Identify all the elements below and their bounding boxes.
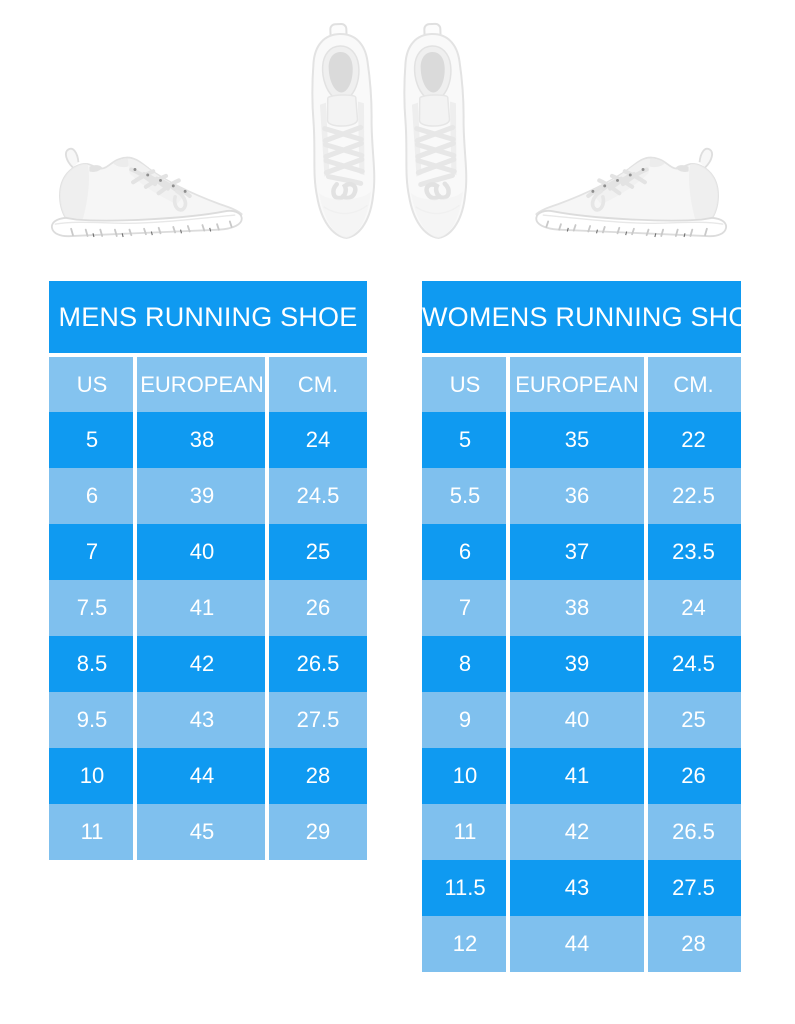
table-cell: 40	[564, 707, 590, 732]
mens-size-table: MENS RUNNING SHOE US EUROPEAN CM. 5 38 24 6…	[49, 281, 367, 860]
table-cell: 44	[564, 931, 590, 956]
running-shoe-side-view-image	[40, 133, 250, 247]
table-cell: 5	[458, 427, 472, 452]
table-row: 5.5 36 22.5	[422, 468, 741, 524]
table-cell: 11	[80, 819, 104, 844]
table-cell: 36	[564, 483, 590, 508]
table-cell: 11.5	[444, 875, 486, 900]
table-row: 7 38 24	[422, 580, 741, 636]
column-header-cm: CM.	[673, 371, 714, 397]
table-row: 8 39 24.5	[422, 636, 741, 692]
table-row: 5 38 24	[49, 412, 367, 468]
table-cell: 45	[189, 819, 215, 844]
product-photos	[0, 0, 795, 270]
table-row: 12 44 28	[422, 916, 741, 972]
table-cell: 25	[681, 707, 706, 732]
title-divider	[49, 353, 367, 357]
table-cell: 35	[564, 427, 590, 452]
table-cell: 7	[85, 539, 99, 564]
table-title: WOMENS RUNNING SHOE	[422, 281, 768, 353]
table-row: 8.5 42 26.5	[49, 636, 367, 692]
table-cell: 43	[189, 707, 215, 732]
table-cell: 10	[79, 763, 105, 788]
running-shoe-side-view-mirrored-image	[528, 133, 738, 247]
table-row: 7.5 41 26	[49, 580, 367, 636]
table-cell: 11	[453, 819, 477, 844]
table-cell: 22.5	[672, 483, 715, 508]
column-separator-line	[265, 357, 269, 860]
table-cell: 42	[189, 651, 215, 676]
table-cell: 26	[305, 595, 331, 620]
column-header-us: US	[449, 371, 481, 397]
table-cell: 24	[305, 427, 331, 452]
table-title: MENS RUNNING SHOE	[49, 281, 367, 353]
table-row: 5 35 22	[422, 412, 741, 468]
table-cell: 24.5	[672, 651, 715, 676]
table-cell: 6	[85, 483, 99, 508]
column-separator-line	[506, 357, 510, 972]
table-header-row: US EUROPEAN CM.	[49, 357, 367, 412]
table-cell: 24.5	[296, 483, 340, 508]
table-cell: 28	[305, 763, 331, 788]
table-cell: 24	[681, 595, 706, 620]
table-cell: 22	[681, 427, 706, 452]
table-cell: 8	[458, 651, 472, 676]
table-cell: 39	[564, 651, 590, 676]
table-cell: 29	[305, 819, 331, 844]
table-cell: 42	[564, 819, 590, 844]
table-cell: 6	[458, 539, 472, 564]
table-cell: 12	[452, 931, 478, 956]
table-cell: 27.5	[296, 707, 340, 732]
table-cell: 41	[189, 595, 215, 620]
table-row: 11 42 26.5	[422, 804, 741, 860]
table-row: 9.5 43 27.5	[49, 692, 367, 748]
table-cell: 8.5	[76, 651, 108, 676]
table-cell: 5	[85, 427, 99, 452]
table-row: 11.5 43 27.5	[422, 860, 741, 916]
table-row: 6 39 24.5	[49, 468, 367, 524]
table-cell: 43	[564, 875, 590, 900]
running-shoes-pair-top-view-image	[299, 20, 479, 246]
table-row: 10 44 28	[49, 748, 367, 804]
table-cell: 39	[189, 483, 215, 508]
table-cell: 25	[305, 539, 331, 564]
table-cell: 41	[564, 763, 590, 788]
table-header-row: US EUROPEAN CM.	[422, 357, 741, 412]
table-cell: 37	[564, 539, 590, 564]
table-cell: 26.5	[672, 819, 715, 844]
column-separator-line	[133, 357, 137, 860]
table-cell: 7.5	[76, 595, 108, 620]
table-cell: 7	[458, 595, 472, 620]
table-row: 9 40 25	[422, 692, 741, 748]
table-cell: 26	[681, 763, 706, 788]
table-cell: 27.5	[672, 875, 715, 900]
table-row: 6 37 23.5	[422, 524, 741, 580]
table-cell: 10	[452, 763, 478, 788]
table-cell: 38	[564, 595, 590, 620]
womens-size-table: WOMENS RUNNING SHOE US EUROPEAN CM. 5 35 2…	[422, 281, 768, 972]
table-cell: 5.5	[449, 483, 481, 508]
table-cell: 40	[189, 539, 215, 564]
column-header-european: EUROPEAN	[515, 371, 639, 397]
table-row: 7 40 25	[49, 524, 367, 580]
table-cell: 44	[189, 763, 215, 788]
column-header-european: EUROPEAN	[140, 371, 264, 397]
table-cell: 28	[681, 931, 706, 956]
table-cell: 26.5	[296, 651, 340, 676]
table-cell: 9	[458, 707, 472, 732]
table-row: 10 41 26	[422, 748, 741, 804]
title-divider	[422, 353, 741, 357]
table-row: 11 45 29	[49, 804, 367, 860]
table-cell: 38	[189, 427, 215, 452]
column-separator-line	[644, 357, 648, 972]
column-header-us: US	[76, 371, 108, 397]
column-header-cm: CM.	[297, 371, 339, 397]
table-cell: 9.5	[76, 707, 108, 732]
table-cell: 23.5	[672, 539, 715, 564]
